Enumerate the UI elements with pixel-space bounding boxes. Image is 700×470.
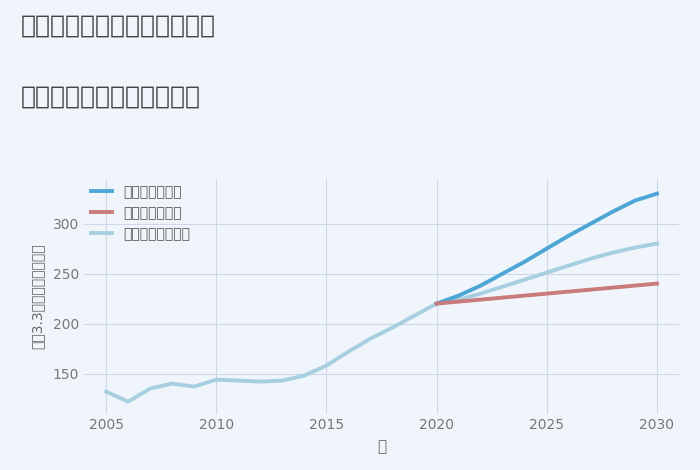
ノーマルシナリオ (631, 245, 639, 251)
バッドシナリオ (454, 299, 463, 305)
ノーマルシナリオ (653, 241, 662, 246)
グッドシナリオ (609, 209, 617, 214)
ノーマルシナリオ (521, 277, 529, 282)
Line: ノーマルシナリオ: ノーマルシナリオ (437, 243, 657, 304)
バッドシナリオ (542, 291, 551, 297)
グッドシナリオ (521, 259, 529, 265)
グッドシナリオ (587, 221, 595, 227)
Legend: グッドシナリオ, バッドシナリオ, ノーマルシナリオ: グッドシナリオ, バッドシナリオ, ノーマルシナリオ (91, 186, 190, 242)
ノーマルシナリオ (498, 284, 507, 290)
バッドシナリオ (587, 287, 595, 292)
ノーマルシナリオ (433, 301, 441, 306)
Text: 中古マンションの価格推移: 中古マンションの価格推移 (21, 85, 201, 109)
ノーマルシナリオ (477, 291, 485, 297)
Line: バッドシナリオ: バッドシナリオ (437, 283, 657, 304)
Y-axis label: 坪（3.3㎡）単価（万円）: 坪（3.3㎡）単価（万円） (30, 243, 44, 349)
バッドシナリオ (521, 293, 529, 298)
バッドシナリオ (477, 297, 485, 302)
ノーマルシナリオ (565, 263, 573, 268)
Text: 神奈川県横浜市中区大芝台の: 神奈川県横浜市中区大芝台の (21, 14, 216, 38)
バッドシナリオ (631, 283, 639, 289)
Line: グッドシナリオ: グッドシナリオ (437, 194, 657, 304)
グッドシナリオ (433, 301, 441, 306)
バッドシナリオ (609, 285, 617, 290)
バッドシナリオ (498, 295, 507, 300)
グッドシナリオ (477, 283, 485, 289)
バッドシナリオ (433, 301, 441, 306)
グッドシナリオ (498, 271, 507, 276)
バッドシナリオ (565, 289, 573, 294)
ノーマルシナリオ (454, 297, 463, 302)
グッドシナリオ (542, 246, 551, 251)
X-axis label: 年: 年 (377, 439, 386, 454)
ノーマルシナリオ (609, 250, 617, 255)
ノーマルシナリオ (542, 270, 551, 275)
バッドシナリオ (653, 281, 662, 286)
ノーマルシナリオ (587, 256, 595, 261)
グッドシナリオ (631, 198, 639, 204)
グッドシナリオ (454, 293, 463, 298)
グッドシナリオ (653, 191, 662, 196)
グッドシナリオ (565, 233, 573, 238)
